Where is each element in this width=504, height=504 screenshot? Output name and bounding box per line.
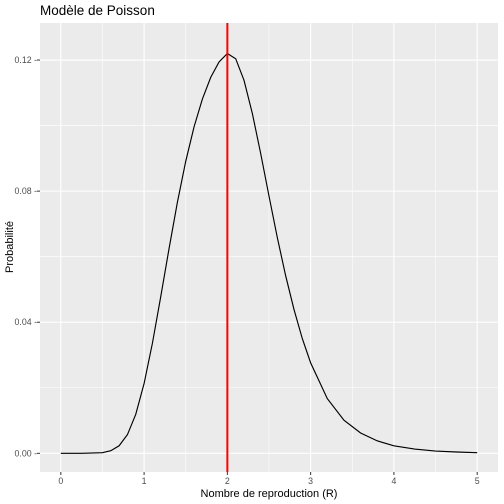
x-tick-label: 5 (475, 476, 480, 486)
x-tick-label: 0 (58, 476, 63, 486)
y-tick-label: 0.12 - (15, 55, 38, 65)
y-tick-label: 0.00 - (15, 448, 38, 458)
y-axis-title: Probabilité (4, 221, 16, 273)
minor-grid-y (40, 125, 498, 389)
y-tick-label: 0.04 - (15, 317, 38, 327)
y-tick-label: 0.08 - (15, 186, 38, 196)
x-tick-label: 4 (391, 476, 396, 486)
x-axis-title: Nombre de reproduction (R) (201, 488, 338, 500)
x-tick-label: 3 (308, 476, 313, 486)
x-tick-label: 1 (142, 476, 147, 486)
x-tick-label: 2 (225, 476, 230, 486)
y-axis-ticks: 0.00 - 0.04 - 0.08 - 0.12 - (15, 55, 40, 458)
minor-grid-x (102, 23, 436, 472)
poisson-curve (60, 52, 478, 454)
chart-title: Modèle de Poisson (40, 3, 155, 18)
x-axis-ticks: 0 1 2 3 4 5 (58, 472, 480, 486)
major-grid-y (40, 59, 498, 454)
